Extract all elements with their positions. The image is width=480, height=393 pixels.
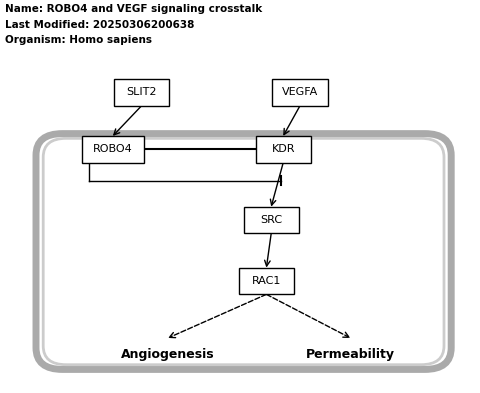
Text: SRC: SRC [260, 215, 282, 225]
Text: Organism: Homo sapiens: Organism: Homo sapiens [5, 35, 152, 45]
FancyBboxPatch shape [255, 136, 311, 163]
Text: RAC1: RAC1 [252, 276, 281, 286]
FancyBboxPatch shape [243, 207, 299, 233]
Text: Last Modified: 20250306200638: Last Modified: 20250306200638 [5, 20, 194, 29]
Text: Angiogenesis: Angiogenesis [121, 348, 215, 361]
FancyBboxPatch shape [272, 79, 327, 106]
FancyBboxPatch shape [114, 79, 169, 106]
Text: Name: ROBO4 and VEGF signaling crosstalk: Name: ROBO4 and VEGF signaling crosstalk [5, 4, 262, 14]
Text: ROBO4: ROBO4 [93, 144, 132, 154]
FancyBboxPatch shape [239, 268, 294, 294]
Text: Permeability: Permeability [306, 348, 395, 361]
Text: SLIT2: SLIT2 [126, 87, 157, 97]
Text: VEGFA: VEGFA [282, 87, 318, 97]
FancyBboxPatch shape [82, 136, 144, 163]
Text: KDR: KDR [272, 144, 295, 154]
